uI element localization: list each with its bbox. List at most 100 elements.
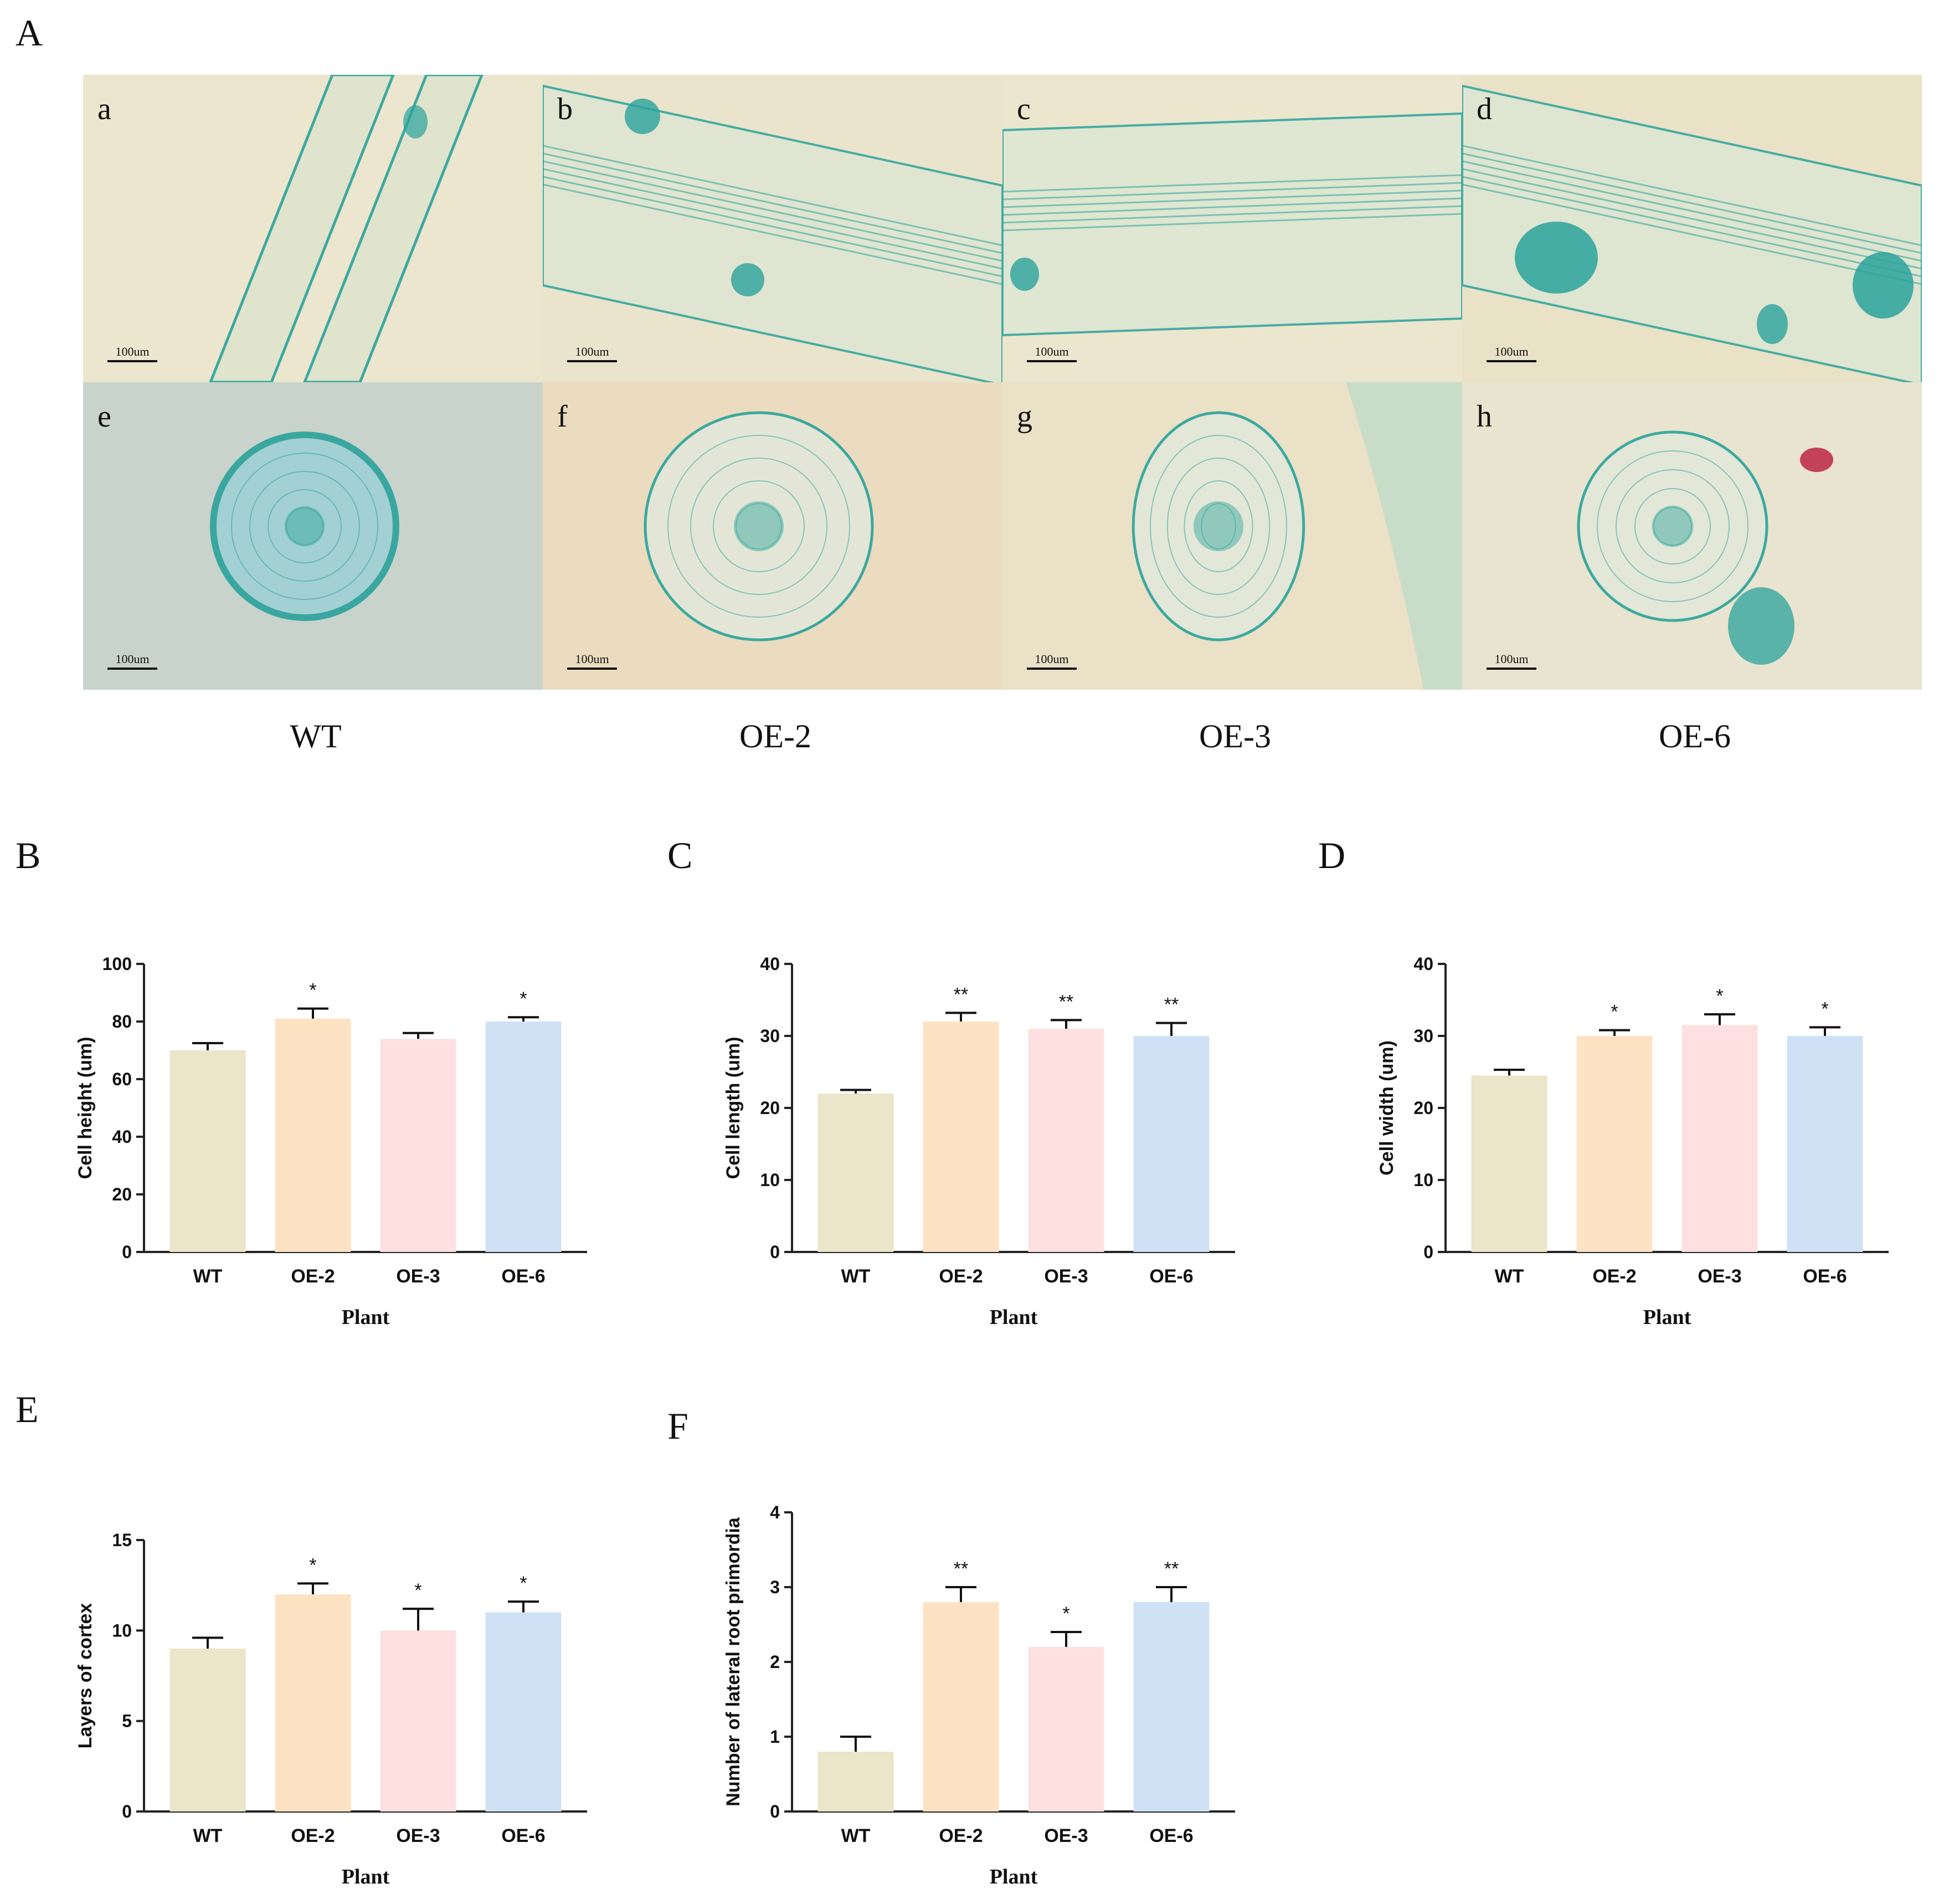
scale-bar-label: 100um [115,345,150,358]
y-tick-label: 3 [770,1577,780,1597]
chart-cell-length: 0 10 20 30 40 Cell length (um) WT ** OE-2 ** OE-3 *… [703,942,1257,1341]
x-axis-label: Plant [990,1306,1038,1329]
x-tick-label: OE-6 [501,1266,545,1287]
y-tick-label: 60 [112,1069,132,1089]
y-tick-label: 15 [112,1530,132,1550]
y-tick-label: 100 [102,954,132,974]
x-tick-label: OE-2 [291,1825,335,1846]
scale-bar-label: 100um [1494,345,1529,358]
x-tick-label: WT [841,1266,871,1287]
bar-oe-6 [485,1022,562,1252]
significance-mark: ** [954,984,968,1005]
y-tick-label: 30 [760,1026,780,1046]
scale-bar-label: 100um [115,652,150,666]
genotype-label-oe3: OE-3 [1199,718,1271,755]
bar-oe-3 [1681,1025,1758,1252]
x-axis-label: Plant [1643,1306,1691,1329]
micrograph-b: b 100um [543,75,1002,382]
y-tick-label: 2 [770,1652,780,1672]
y-tick-label: 4 [770,1502,780,1522]
y-tick-label: 1 [770,1727,780,1747]
y-axis-label: Layers of cortex [75,1603,96,1749]
significance-mark: * [1821,998,1828,1019]
genotype-label-oe6: OE-6 [1659,718,1731,755]
x-tick-label: OE-6 [1149,1266,1193,1287]
bar-chart-svg: 0 20 40 60 80 100 Cell height (um) WT * OE-2 OE-3 *… [75,954,587,1329]
y-axis-label: Number of lateral root primordia [723,1517,744,1806]
significance-mark: * [1716,986,1723,1007]
y-tick-label: 0 [122,1802,132,1821]
scale-bar-line [107,360,157,362]
micrograph-g: g 100um [1002,382,1462,690]
micrograph-d: d 100um [1462,75,1922,382]
x-tick-label: OE-2 [939,1825,983,1846]
panel-letter-b: B [16,834,41,876]
micrograph-a: a 100um [83,75,543,382]
scale-bar-label: 100um [1035,345,1069,358]
y-tick-label: 0 [1423,1242,1433,1262]
x-tick-label: OE-3 [1044,1825,1088,1846]
bar-oe-3 [1028,1647,1104,1811]
y-axis-label: Cell length (um) [723,1037,744,1179]
x-tick-label: OE-3 [396,1266,440,1287]
y-axis-label: Cell width (um) [1376,1040,1397,1176]
y-tick-label: 20 [1413,1098,1433,1118]
scale-bar: 100um [567,652,617,670]
scale-bar-label: 100um [575,345,609,358]
micrograph-letter-f: f [557,399,568,434]
panel-letter-e: E [16,1388,39,1430]
micrograph-letter-a: a [97,92,111,126]
significance-mark: * [520,1573,527,1594]
x-tick-label: OE-2 [1592,1266,1636,1287]
x-axis-label: Plant [342,1306,390,1329]
x-axis-label: Plant [990,1865,1038,1888]
scale-bar-label: 100um [1494,652,1529,666]
significance-mark: ** [1059,991,1073,1012]
micrograph-letter-g: g [1017,399,1032,434]
x-tick-label: OE-3 [1698,1266,1741,1287]
y-tick-label: 10 [112,1620,132,1640]
scale-bar: 100um [1027,345,1077,362]
bar-oe-3 [1028,1029,1104,1252]
x-axis-label: Plant [342,1865,390,1888]
micrograph-letter-c: c [1017,92,1031,126]
bar-chart-svg: 0 10 20 30 40 Cell length (um) WT ** OE-2 ** OE-3 *… [723,954,1235,1329]
x-tick-label: OE-6 [1803,1266,1847,1287]
y-tick-label: 10 [1413,1170,1433,1190]
x-tick-label: OE-2 [939,1266,983,1287]
x-tick-label: WT [1495,1266,1524,1287]
significance-mark: ** [1164,994,1179,1015]
genotype-label-oe2: OE-2 [739,718,811,755]
x-tick-label: OE-3 [1044,1266,1088,1287]
scale-bar: 100um [1487,345,1536,362]
tissue-section-illustration [210,432,399,621]
tissue-section-illustration [1002,112,1462,337]
y-tick-label: 5 [122,1711,132,1731]
chart-layers-of-cortex: 0 5 10 15 Layers of cortex WT * OE-2 * OE-3 * OE-6 P… [55,1518,609,1900]
tissue-section-illustration [543,84,1002,382]
tissue-section-illustration [1132,382,1462,690]
bar-chart-svg: 0 1 2 3 4 Number of lateral root primordia WT *… [723,1502,1235,1888]
micrograph-letter-d: d [1477,92,1492,126]
tissue-section-illustration [1577,430,1833,665]
bar-oe-2 [923,1022,999,1252]
panel-letter-c: C [667,834,693,876]
scale-bar-line [567,668,617,670]
bar-wt [169,1649,246,1811]
bar-oe-3 [380,1039,456,1252]
micrograph-letter-b: b [557,92,573,126]
scale-bar-line [1027,668,1077,670]
bar-wt [817,1094,894,1252]
scale-bar-line [1487,360,1536,362]
micrograph-c: c 100um [1002,75,1462,382]
micrograph-h: h 100um [1462,382,1922,690]
scale-bar: 100um [107,345,157,362]
bar-oe-2 [1576,1036,1653,1252]
bar-wt [817,1752,894,1811]
bar-oe-6 [485,1612,562,1811]
micrograph-letter-e: e [97,399,111,434]
micrograph-f: f 100um [543,382,1002,690]
scale-bar: 100um [107,652,157,670]
y-axis-label: Cell height (um) [75,1037,96,1179]
x-tick-label: OE-6 [1149,1825,1193,1846]
